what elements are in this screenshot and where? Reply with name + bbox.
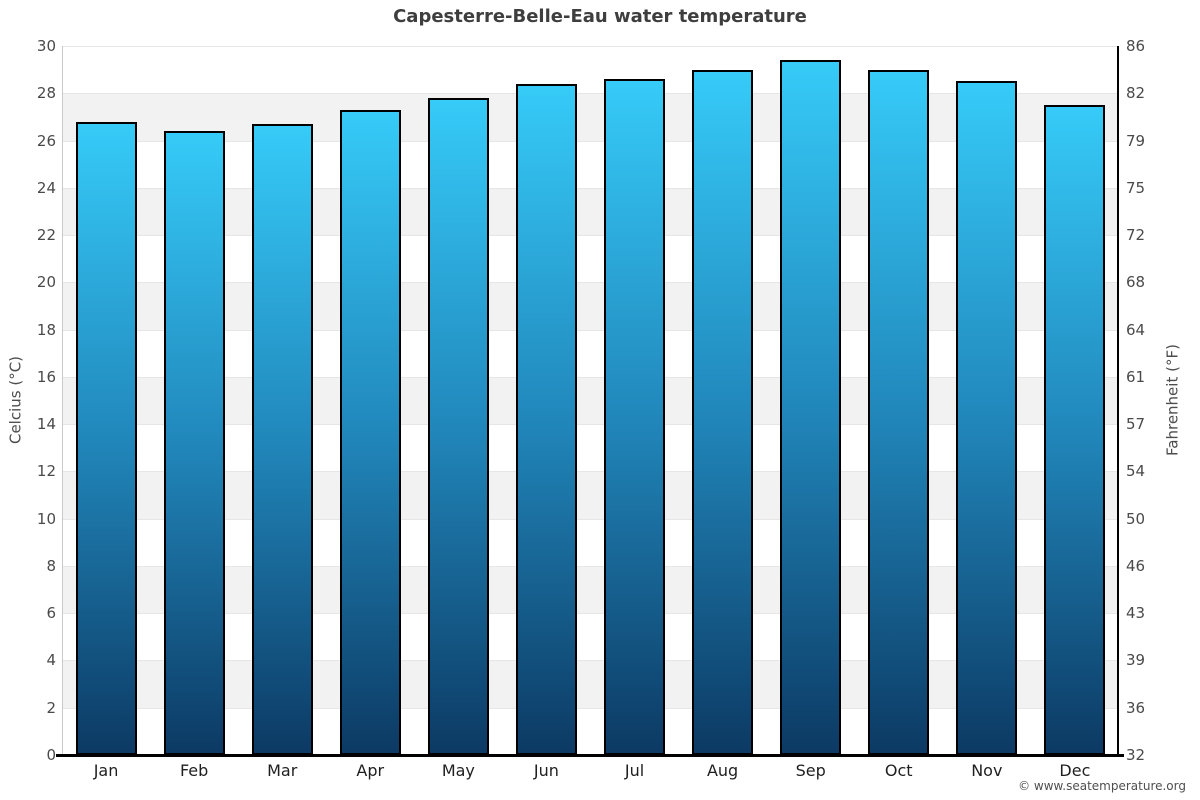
x-axis-label-may: May <box>441 761 475 780</box>
y-tick-left-2: 2 <box>46 698 56 717</box>
y-axis-title-fahrenheit: Fahrenheit (°F) <box>1163 344 1182 456</box>
bar-nov[interactable] <box>956 81 1018 755</box>
plot-band <box>62 518 1119 566</box>
y-tick-right-57: 57 <box>1126 415 1146 434</box>
y-tick-right-54: 54 <box>1126 462 1146 481</box>
y-axis-right-ticks: 86 82 79 75 72 68 64 61 57 54 50 46 43 39 36 32 <box>1126 37 1186 764</box>
x-axis-label-sep: Sep <box>795 761 826 780</box>
plot-band <box>62 46 1119 94</box>
bar-sep[interactable] <box>780 60 842 755</box>
y-tick-right-82: 82 <box>1126 84 1146 103</box>
plot-band <box>62 282 1119 330</box>
y-tick-right-86: 86 <box>1126 37 1146 55</box>
y-tick-right-46: 46 <box>1126 556 1146 575</box>
bar-dec[interactable] <box>1044 105 1106 755</box>
y-tick-right-50: 50 <box>1126 509 1146 528</box>
plot-band <box>62 93 1119 141</box>
bar-jun[interactable] <box>515 83 577 755</box>
plot-band <box>62 376 1119 425</box>
plot-band <box>62 660 1119 708</box>
plot-band <box>62 707 1119 755</box>
y-tick-right-64: 64 <box>1126 320 1146 339</box>
x-axis-label-apr: Apr <box>356 761 385 780</box>
y-tick-left-18: 18 <box>36 320 56 339</box>
plot-band <box>62 187 1119 236</box>
y-tick-left-0: 0 <box>46 746 56 764</box>
plot-band <box>62 565 1119 614</box>
x-axis-label-dec: Dec <box>1059 761 1091 780</box>
y-tick-left-6: 6 <box>46 604 56 623</box>
y-tick-right-72: 72 <box>1126 226 1146 245</box>
x-axis-label-jan: Jan <box>93 761 119 780</box>
bar-aug[interactable] <box>692 69 754 755</box>
x-axis-label-feb: Feb <box>179 761 209 780</box>
plot-band <box>62 235 1119 283</box>
x-axis-label-jul: Jul <box>624 761 645 780</box>
x-axis-label-nov: Nov <box>971 761 1003 780</box>
y-tick-right-43: 43 <box>1126 604 1146 623</box>
plot-band <box>62 140 1119 188</box>
x-axis-line <box>56 754 1124 757</box>
y-tick-left-4: 4 <box>46 651 56 670</box>
x-axis-label-oct: Oct <box>884 761 913 780</box>
x-axis-label-mar: Mar <box>267 761 298 780</box>
y-tick-right-32: 32 <box>1126 746 1146 764</box>
y-tick-right-68: 68 <box>1126 273 1146 292</box>
y-tick-right-79: 79 <box>1126 131 1146 150</box>
y-axis-line-left <box>62 46 63 755</box>
bar-may[interactable] <box>427 97 489 755</box>
y-tick-left-30: 30 <box>36 37 56 55</box>
footer-credit: © www.seatemperature.org <box>1018 779 1186 793</box>
bar-oct[interactable] <box>868 69 930 755</box>
y-axis-left-ticks: 30 28 26 24 22 20 18 16 14 12 10 8 6 4 2 0 <box>0 37 56 764</box>
y-tick-left-10: 10 <box>36 509 56 528</box>
bar-jul[interactable] <box>604 79 666 755</box>
y-axis-line-right <box>1117 46 1119 755</box>
chart-title: Capesterre-Belle-Eau water temperature <box>393 6 807 27</box>
y-tick-right-36: 36 <box>1126 698 1146 717</box>
y-tick-right-75: 75 <box>1126 178 1146 197</box>
y-tick-left-8: 8 <box>46 556 56 575</box>
bar-apr[interactable] <box>339 109 401 755</box>
bar-mar[interactable] <box>251 123 313 755</box>
y-tick-left-14: 14 <box>36 415 56 434</box>
plot-band <box>62 613 1119 661</box>
plot-band <box>62 471 1119 519</box>
plot-band <box>62 329 1119 377</box>
y-tick-left-28: 28 <box>36 84 56 103</box>
x-axis-label-jun: Jun <box>533 761 559 780</box>
y-tick-left-12: 12 <box>36 462 56 481</box>
plot-band <box>62 424 1119 472</box>
y-tick-left-22: 22 <box>36 226 56 245</box>
y-tick-left-16: 16 <box>36 367 56 386</box>
y-tick-left-20: 20 <box>36 273 56 292</box>
bar-feb[interactable] <box>163 131 225 755</box>
y-tick-right-39: 39 <box>1126 651 1146 670</box>
y-tick-left-26: 26 <box>36 131 56 150</box>
x-axis-label-aug: Aug <box>706 761 739 780</box>
plot-area <box>62 46 1119 755</box>
bar-jan[interactable] <box>75 121 137 755</box>
y-axis-title-celsius: Celcius (°C) <box>6 355 25 445</box>
y-tick-right-61: 61 <box>1126 367 1146 386</box>
x-axis-labels: Jan Feb Mar Apr May Jun Jul Aug Sep Oct Nov Dec <box>62 761 1119 780</box>
y-tick-left-24: 24 <box>36 178 56 197</box>
